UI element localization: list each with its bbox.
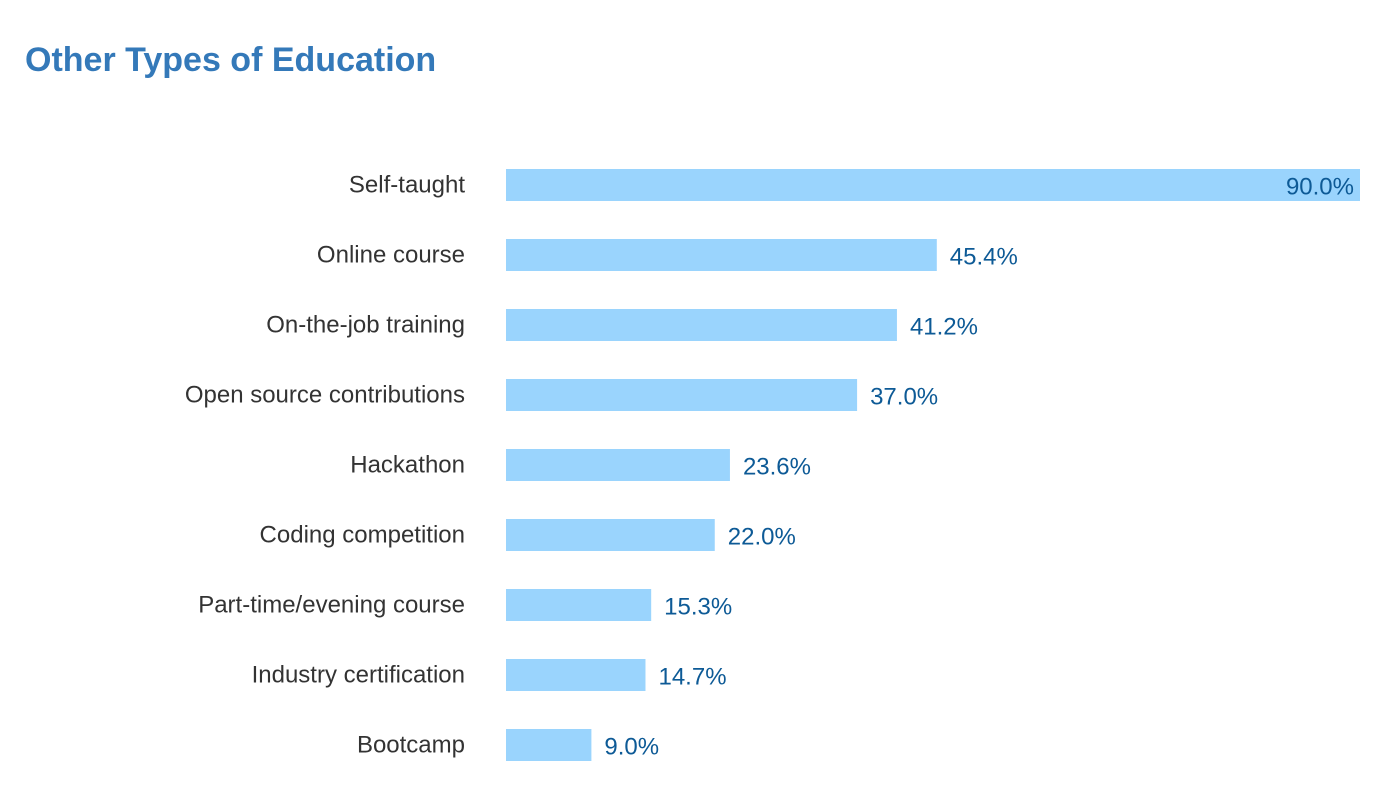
bar [506, 729, 592, 761]
value-label: 15.3% [664, 594, 732, 621]
category-label: On-the-job training [266, 312, 465, 339]
bar [506, 169, 1360, 201]
category-label: Part-time/evening course [198, 592, 465, 619]
chart-title: Other Types of Education [25, 41, 437, 79]
category-label: Hackathon [350, 452, 465, 479]
bar [506, 659, 646, 691]
category-label: Online course [317, 242, 465, 269]
value-label: 41.2% [910, 314, 978, 341]
category-label: Bootcamp [357, 732, 465, 759]
value-label: 37.0% [870, 384, 938, 411]
bar [506, 449, 730, 481]
value-label: 90.0% [1286, 174, 1354, 201]
value-label: 9.0% [604, 734, 659, 761]
bar [506, 589, 652, 621]
category-label: Open source contributions [185, 382, 465, 409]
value-label: 22.0% [728, 524, 796, 551]
bar [506, 379, 858, 411]
value-label: 23.6% [743, 454, 811, 481]
category-label: Industry certification [252, 662, 465, 689]
bar [506, 519, 715, 551]
bar [506, 239, 937, 271]
category-label: Coding competition [260, 522, 465, 549]
value-label: 14.7% [658, 664, 726, 691]
value-label: 45.4% [950, 244, 1018, 271]
bar [506, 309, 897, 341]
category-label: Self-taught [349, 172, 465, 199]
bars-group: Self-taught 90.0% Online course 45.4% On-the… [185, 169, 1360, 761]
